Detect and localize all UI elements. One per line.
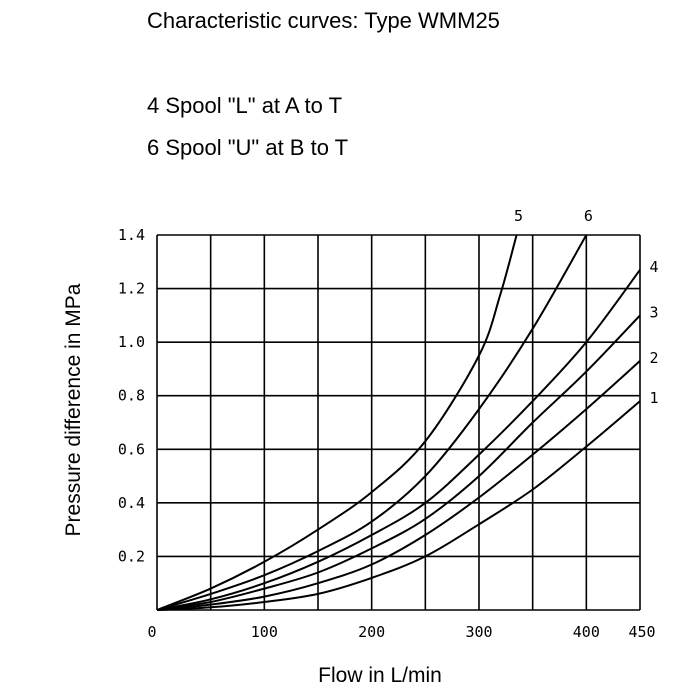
spool-note-4: 4 Spool "L" at A to T [147,93,343,118]
x-tick-label: 300 [465,623,492,641]
curve-label-5: 5 [514,207,523,225]
chart-title: Characteristic curves: Type WMM25 [147,8,500,33]
curve-1 [156,400,641,611]
y-tick-label: 1.4 [118,226,145,244]
curve-label-6: 6 [584,207,593,225]
curve-4 [156,269,641,611]
curves [156,234,641,611]
y-tick-label: 0.8 [118,387,145,405]
y-axis-title: Pressure difference in MPa [62,283,85,536]
y-tick-label: 0.6 [118,440,145,458]
y-tick-label: 1.0 [118,333,145,351]
curve-6 [156,234,588,611]
y-tick-label: 0.4 [118,494,145,512]
curve-5 [156,234,518,611]
grid [156,234,641,611]
x-tick-label: 200 [358,623,385,641]
x-axis-title: Flow in L/min [318,664,442,687]
x-tick-label: 100 [251,623,278,641]
y-tick-label: 1.2 [118,280,145,298]
curve-label-1: 1 [649,389,658,407]
curve-label-3: 3 [649,303,658,321]
curve-label-4: 4 [649,258,658,276]
spool-note-6: 6 Spool "U" at B to T [147,135,349,160]
x-tick-label: 400 [573,623,600,641]
curve-3 [156,314,641,611]
labels: 0 100 200 300 400 450 0.2 0.4 0.6 0.8 1.0 1.2 1.4 1 2 3… [118,207,659,641]
curve-label-2: 2 [649,349,658,367]
x-tick-label: 450 [628,623,655,641]
y-tick-label: 0.2 [118,547,145,565]
curve-2 [156,360,641,611]
x-tick-label: 0 [147,623,156,641]
